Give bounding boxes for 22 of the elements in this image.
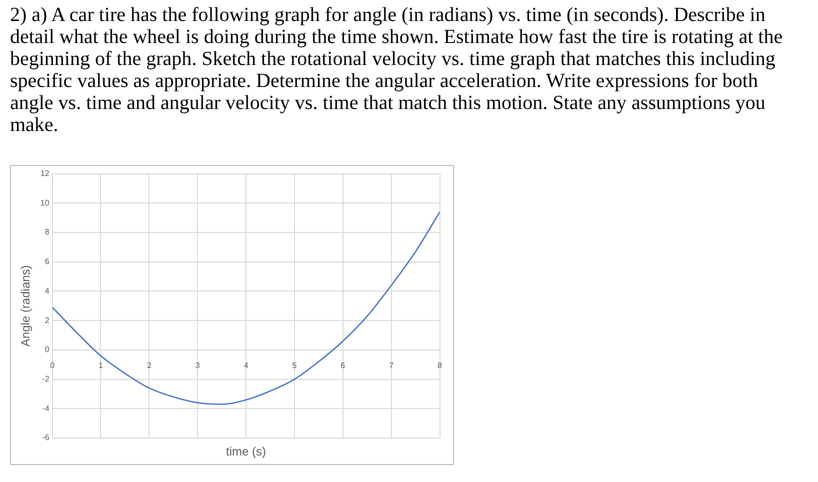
line-series [52, 211, 440, 405]
y-tick-label: 4 [44, 286, 50, 296]
y-tick-label: -6 [42, 433, 50, 442]
x-axis-title: time (s) [226, 444, 266, 458]
y-tick-label: -2 [42, 374, 50, 384]
y-tick-label: 12 [40, 169, 50, 178]
x-tick-label: 3 [195, 360, 200, 370]
y-tick-label: 0 [44, 345, 50, 354]
y-tick-label: 6 [44, 257, 50, 266]
y-axis-title: Angle (radians) [18, 265, 33, 347]
x-tick-label: 6 [340, 360, 346, 370]
x-tick-label: 5 [292, 360, 298, 370]
x-tick-label: 4 [244, 360, 249, 370]
x-tick-label: 7 [389, 360, 394, 370]
x-tick-label: 1 [98, 360, 104, 370]
x-tick-label: 2 [146, 360, 152, 370]
y-tick-label: 8 [44, 228, 50, 237]
chart-title: 2) a) A car tire has the following graph for angle (in radians) vs. time (in seconds). Describe in detail what the wheel is doing during the time shown. Estimate how fast the tire is rotating at the beginning of the graph. Sketch the rotational velocity vs. time graph that matches this including specific values as appropriate. Determine the angular acceleration. Write expressions for both angle vs. time and angular velocity vs. time that match this motion. State any assumptions you make. [10, 4, 784, 136]
y-tick-label: -4 [42, 404, 50, 413]
x-tick-label: 8 [438, 360, 443, 370]
y-tick-label: 2 [44, 316, 50, 325]
y-tick-label: 10 [40, 198, 50, 208]
